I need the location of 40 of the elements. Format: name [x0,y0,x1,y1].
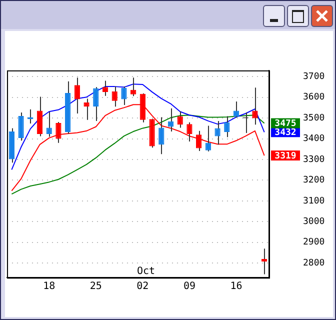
x-tick-label: 25 [90,281,102,292]
x-tick-label: 18 [43,281,56,292]
candlestick [262,248,268,275]
candlestick [196,130,202,152]
x-tick-label: 16 [230,281,242,292]
annotation: Oct [136,266,156,278]
candlestick [36,96,43,137]
candlestick [252,87,258,126]
x-tick-label: 02 [136,281,149,292]
y-tick-label: 3000 [303,217,325,227]
candlestick [84,98,90,120]
candlestick [214,120,220,146]
y-tick-label: 3500 [303,113,325,124]
candlestick [56,121,62,144]
y-tick-label: 3700 [303,72,325,82]
candlestick [46,111,52,138]
y-tick-label: 3300 [303,154,325,165]
candlestick [18,112,24,142]
candlestick [224,116,230,138]
y-tick-label: 3400 [303,134,325,144]
y-tick-label: 3600 [303,92,325,103]
candlestick [186,122,192,142]
data-label: 3432 [274,128,296,138]
data-label: 3475 [274,119,296,130]
y-tick-label: 3200 [303,176,325,186]
candlestick [93,86,99,122]
candlestick [205,125,211,152]
candlestick [112,86,118,108]
candlestick [121,86,127,106]
candlestick [158,116,164,155]
candlestick [177,111,183,128]
data-label: 3319 [274,151,296,162]
y-tick-label: 3100 [303,196,325,206]
x-tick-label: 09 [183,281,196,292]
candlestick [130,77,136,97]
y-tick-label: 2900 [303,238,325,248]
candlestick [102,80,108,96]
candlestick [74,77,80,114]
candlestick [168,108,174,132]
y-tick-label: 2800 [303,258,325,268]
